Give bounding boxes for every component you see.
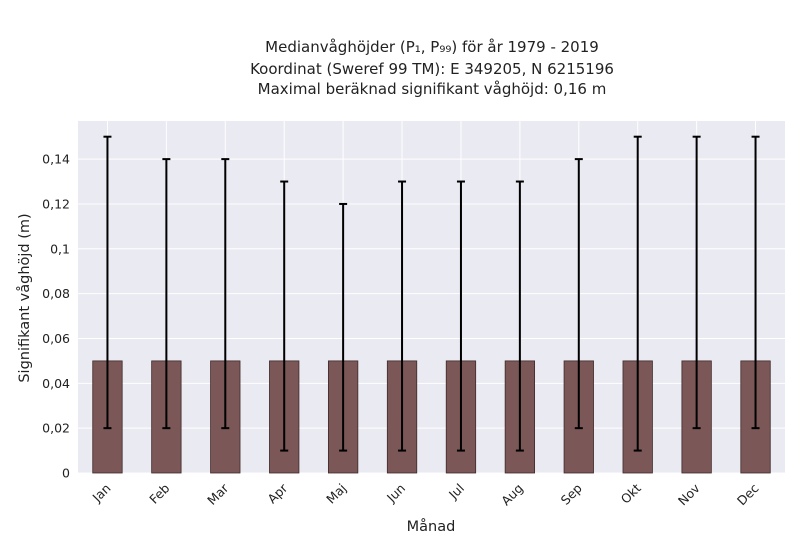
x-tick-label: Jun (383, 481, 408, 506)
plot-area (78, 121, 785, 473)
chart-title-line-3: Maximal beräknad signifikant våghöjd: 0,… (258, 80, 607, 98)
x-tick-label: Nov (675, 480, 703, 508)
y-tick-label: 0,08 (42, 286, 70, 301)
y-tick-label: 0,12 (42, 196, 70, 211)
x-tick-label: Okt (618, 480, 644, 506)
y-tick-label: 0 (62, 466, 70, 481)
y-tick-label: 0,1 (50, 241, 70, 256)
x-tick-label: Jan (89, 481, 114, 506)
y-tick-label: 0,04 (42, 376, 70, 391)
x-tick-label: Feb (146, 480, 172, 506)
y-tick-layer: 0 0,02 0,04 0,06 0,08 0,1 0,12 0,14 (42, 152, 70, 481)
chart-title-line-2: Koordinat (Sweref 99 TM): E 349205, N 62… (250, 60, 614, 78)
x-tick-label: Mar (204, 480, 232, 508)
x-tick-label: Aug (498, 481, 526, 509)
error-bar-layer (103, 135, 760, 452)
x-tick-label: Dec (734, 480, 762, 508)
x-tick-layer: Jan Feb Mar Apr Maj Jun Jul Aug Sep Okt Nov Dec (89, 480, 762, 508)
y-tick-label: 0,02 (42, 421, 70, 436)
x-tick-label: Jul (445, 481, 467, 503)
x-tick-label: Sep (558, 480, 585, 507)
x-axis-label: Månad (407, 518, 456, 535)
x-tick-label: Apr (264, 480, 291, 507)
y-tick-label: 0,06 (42, 331, 70, 346)
chart-title-line-1: Medianvåghöjder (P₁, P₉₉) för år 1979 - … (265, 38, 599, 56)
y-axis-label: Signifikant våghöjd (m) (16, 213, 33, 382)
x-tick-label: Maj (323, 481, 349, 507)
y-tick-label: 0,14 (42, 152, 70, 167)
